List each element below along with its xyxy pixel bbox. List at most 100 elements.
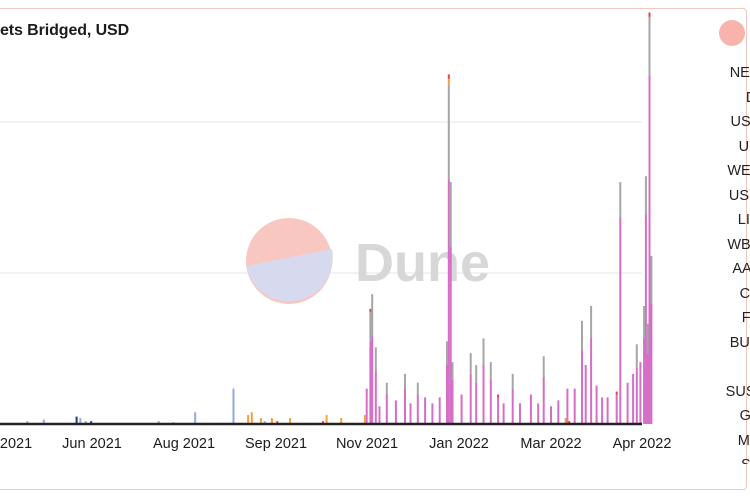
bar-near[interactable] [469, 373, 472, 425]
bar-near[interactable] [619, 217, 622, 425]
bar-near[interactable] [475, 382, 478, 424]
bar-near[interactable] [550, 406, 552, 424]
bar-near[interactable] [497, 397, 500, 424]
bar-near[interactable] [371, 335, 374, 425]
bar-near[interactable] [365, 388, 368, 424]
bar-near[interactable] [489, 379, 492, 425]
bar-near[interactable] [626, 382, 629, 424]
bar-usdc[interactable] [263, 421, 266, 425]
bar-near[interactable] [601, 397, 604, 424]
bar-usdc[interactable] [194, 412, 197, 424]
legend-item[interactable]: BUSD [700, 331, 750, 356]
bar-near[interactable] [595, 385, 598, 424]
bar-near[interactable] [460, 394, 463, 425]
bar-dai[interactable] [416, 382, 419, 395]
bar-dai[interactable] [644, 176, 647, 215]
bar-usdc[interactable] [26, 421, 29, 425]
bar-usdt[interactable] [247, 415, 250, 424]
bar-near[interactable] [566, 388, 569, 424]
legend-item[interactable]: NEAR [700, 61, 750, 86]
bar-near[interactable] [394, 400, 397, 424]
bar-dai[interactable] [619, 182, 622, 218]
legend-item[interactable]: GRT [700, 404, 750, 429]
bar-weth[interactable] [497, 394, 500, 398]
bar-usdt[interactable] [289, 418, 292, 424]
bar-dai[interactable] [449, 182, 452, 247]
bar-near[interactable] [542, 376, 545, 424]
bar-near[interactable] [639, 362, 642, 425]
legend-item[interactable]: FXS [700, 306, 750, 331]
bar-dai[interactable] [369, 311, 372, 342]
bar-near[interactable] [416, 394, 419, 425]
bar-weth[interactable] [276, 421, 279, 425]
bar-near[interactable] [632, 373, 635, 425]
bar-usdt[interactable] [564, 418, 567, 424]
bar-dai[interactable] [482, 338, 485, 365]
bar-near[interactable] [643, 338, 646, 424]
bar-near[interactable] [573, 388, 576, 424]
bar-dai[interactable] [447, 84, 450, 180]
bar-weth[interactable] [648, 12, 651, 17]
bar-usdt[interactable] [325, 415, 328, 424]
bar-usdt[interactable] [447, 78, 450, 85]
bar-dai[interactable] [648, 16, 651, 76]
bar-usdt[interactable] [340, 418, 343, 424]
legend-item[interactable]: USDT [700, 110, 750, 135]
bar-dai[interactable] [643, 306, 646, 339]
legend-item[interactable]: MKR [700, 429, 750, 454]
bar-dai[interactable] [451, 362, 454, 380]
bar-near[interactable] [615, 394, 618, 425]
legend-item[interactable]: SUSHI [700, 380, 750, 405]
bar-near[interactable] [404, 388, 406, 424]
legend-item[interactable]: CRV [700, 282, 750, 307]
bar-link[interactable] [90, 421, 93, 425]
legend-item[interactable] [700, 355, 750, 380]
bar-near[interactable] [451, 379, 454, 425]
bar-usdt[interactable] [259, 418, 262, 424]
bar-dai[interactable] [374, 347, 377, 371]
bar-weth[interactable] [568, 421, 571, 425]
bar-link[interactable] [75, 416, 78, 424]
bar-near[interactable] [502, 403, 505, 425]
bar-near[interactable] [519, 403, 521, 425]
bar-usdc[interactable] [157, 421, 160, 425]
bar-usdt[interactable] [250, 412, 253, 424]
bar-near[interactable] [529, 394, 532, 425]
bar-dai[interactable] [590, 306, 593, 339]
bar-near[interactable] [449, 247, 452, 424]
legend-item[interactable]: USDC [700, 184, 750, 209]
bar-near[interactable] [557, 400, 560, 424]
bar-weth[interactable] [369, 308, 372, 312]
bar-near[interactable] [424, 397, 427, 424]
bar-weth[interactable] [447, 74, 450, 79]
bar-dai[interactable] [542, 356, 545, 377]
bar-near[interactable] [511, 388, 514, 424]
bar-near[interactable] [447, 179, 450, 424]
bar-near[interactable] [635, 367, 638, 424]
legend-item[interactable]: LINK [700, 208, 750, 233]
bar-near[interactable] [369, 341, 372, 424]
bar-near[interactable] [648, 75, 651, 425]
bar-near[interactable] [482, 365, 485, 424]
bar-near[interactable] [606, 397, 609, 424]
bar-dai[interactable] [446, 341, 448, 365]
bar-dai[interactable] [646, 323, 649, 354]
bar-dai[interactable] [635, 344, 638, 368]
bar-near[interactable] [650, 303, 653, 425]
legend-item[interactable]: AAVE [700, 257, 750, 282]
bar-weth[interactable] [321, 421, 324, 425]
legend-item[interactable]: WETH [700, 159, 750, 184]
bar-near[interactable] [378, 406, 381, 424]
bar-dai[interactable] [511, 373, 514, 389]
bar-usdt[interactable] [270, 418, 273, 424]
bar-near[interactable] [431, 403, 434, 425]
bar-usdc[interactable] [84, 421, 87, 425]
bar-dai[interactable] [489, 362, 492, 380]
bar-dai[interactable] [650, 255, 653, 304]
bar-near[interactable] [644, 214, 647, 425]
legend-item[interactable]: UDC [700, 135, 750, 160]
legend-item[interactable]: SOL [700, 453, 750, 464]
bar-usdc[interactable] [42, 419, 45, 424]
bar-dai[interactable] [475, 365, 478, 383]
bar-dai[interactable] [469, 353, 472, 374]
